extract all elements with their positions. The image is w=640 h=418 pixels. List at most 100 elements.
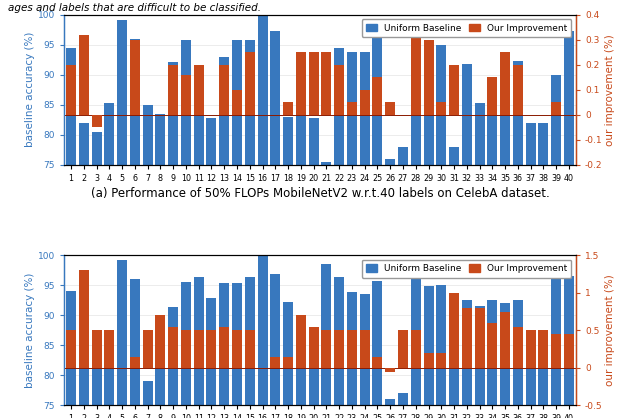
Bar — [257, 255, 268, 418]
Bar — [385, 368, 396, 372]
Y-axis label: our improvement (%): our improvement (%) — [605, 275, 616, 386]
Bar — [156, 338, 165, 418]
Bar — [79, 366, 89, 418]
Bar — [475, 308, 484, 368]
Bar — [92, 132, 102, 418]
Bar — [347, 330, 357, 368]
Bar — [564, 334, 574, 368]
Bar — [92, 366, 102, 418]
Bar — [538, 123, 548, 418]
Bar — [168, 308, 178, 418]
Y-axis label: our improvement (%): our improvement (%) — [605, 34, 616, 145]
Bar — [257, 15, 268, 418]
Bar — [194, 278, 204, 418]
Bar — [181, 75, 191, 115]
Bar — [488, 323, 497, 368]
Bar — [207, 118, 216, 418]
Bar — [372, 281, 383, 418]
Bar — [551, 334, 561, 368]
Bar — [270, 274, 280, 418]
Bar — [143, 105, 152, 418]
Bar — [232, 90, 242, 115]
Bar — [207, 298, 216, 418]
Bar — [66, 48, 76, 418]
Bar — [207, 330, 216, 368]
Bar — [220, 57, 229, 418]
Bar — [385, 159, 396, 418]
Bar — [500, 63, 510, 418]
Bar — [156, 315, 165, 368]
Bar — [411, 273, 420, 418]
Bar — [130, 357, 140, 368]
Bar — [538, 330, 548, 368]
Bar — [475, 103, 484, 418]
Bar — [143, 330, 152, 368]
Bar — [130, 279, 140, 418]
Bar — [308, 326, 319, 368]
Bar — [308, 52, 319, 115]
Bar — [347, 293, 357, 418]
Bar — [66, 65, 76, 115]
Bar — [360, 294, 370, 418]
Bar — [513, 61, 523, 418]
Bar — [296, 315, 306, 368]
Bar — [321, 52, 332, 115]
Bar — [283, 357, 293, 368]
Bar — [194, 65, 204, 115]
Bar — [220, 326, 229, 368]
Bar — [244, 52, 255, 115]
Y-axis label: baseline accuracy (%): baseline accuracy (%) — [25, 273, 35, 388]
Bar — [385, 102, 396, 115]
Bar — [551, 75, 561, 418]
Bar — [283, 117, 293, 418]
Bar — [79, 35, 89, 115]
Bar — [424, 286, 433, 418]
Legend: Uniform Baseline, Our Improvement: Uniform Baseline, Our Improvement — [362, 19, 572, 37]
Bar — [449, 293, 459, 368]
Bar — [500, 311, 510, 368]
Bar — [321, 330, 332, 368]
Bar — [334, 65, 344, 115]
Bar — [79, 270, 89, 368]
Bar — [513, 300, 523, 418]
Bar — [334, 330, 344, 368]
Bar — [564, 276, 574, 418]
Bar — [334, 48, 344, 418]
Bar — [436, 353, 446, 368]
Bar — [551, 276, 561, 418]
Bar — [232, 330, 242, 368]
Bar — [411, 43, 420, 418]
Bar — [244, 330, 255, 368]
Bar — [424, 43, 433, 418]
Bar — [117, 20, 127, 418]
Bar — [449, 65, 459, 115]
Bar — [424, 40, 433, 115]
Bar — [104, 103, 115, 418]
Bar — [385, 400, 396, 418]
X-axis label: (a) Performance of 50% FLOPs MobileNetV2 w.r.t.40 labels on CelebA dataset.: (a) Performance of 50% FLOPs MobileNetV2… — [91, 187, 549, 200]
Bar — [436, 45, 446, 418]
Bar — [270, 357, 280, 368]
Bar — [92, 115, 102, 127]
Bar — [462, 300, 472, 418]
Bar — [488, 77, 497, 115]
Bar — [143, 381, 152, 418]
Bar — [130, 39, 140, 418]
Bar — [347, 102, 357, 115]
Bar — [66, 330, 76, 368]
Bar — [411, 35, 420, 115]
Bar — [436, 102, 446, 115]
Bar — [564, 31, 574, 418]
Bar — [321, 162, 332, 418]
Bar — [168, 326, 178, 368]
Bar — [411, 330, 420, 368]
Bar — [488, 300, 497, 418]
Bar — [79, 123, 89, 418]
Bar — [347, 52, 357, 418]
Bar — [372, 37, 383, 418]
Bar — [360, 52, 370, 418]
Bar — [525, 357, 536, 418]
Bar — [436, 285, 446, 418]
Bar — [500, 303, 510, 418]
Bar — [232, 283, 242, 418]
